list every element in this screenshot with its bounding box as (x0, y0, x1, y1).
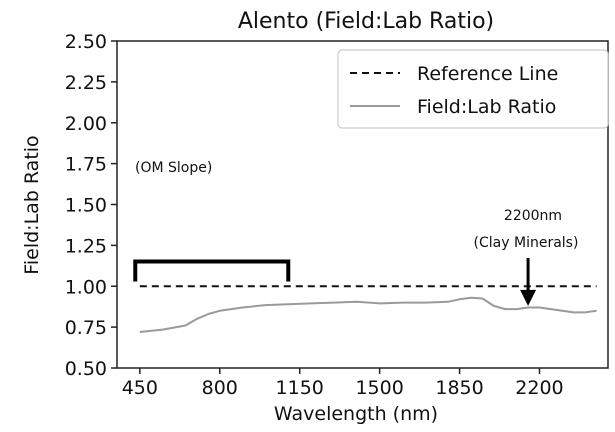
chart-title: Alento (Field:Lab Ratio) (238, 9, 494, 34)
legend: Reference Line Field:Lab Ratio (337, 49, 609, 129)
annotations: (OM Slope) 2200nm (Clay Minerals) (133, 160, 579, 306)
x-axis-label: Wavelength (nm) (274, 403, 438, 425)
y-tick-label: 2.50 (65, 31, 107, 53)
clay-wavelength-label: 2200nm (504, 208, 562, 224)
series-field-lab-ratio (139, 296, 597, 333)
legend-entry-field-lab-ratio: Field:Lab Ratio (417, 96, 556, 118)
y-tick-label: 0.50 (65, 358, 107, 380)
y-tick-label: 1.00 (65, 276, 107, 298)
y-tick-label: 2.00 (65, 113, 107, 135)
y-tick-label: 2.25 (65, 72, 107, 94)
x-tick-label: 450 (122, 377, 158, 399)
y-tick-label: 1.75 (65, 154, 107, 176)
legend-entry-reference-line: Reference Line (417, 63, 558, 85)
x-tick-label: 2200 (515, 377, 563, 399)
y-tick-label: 0.75 (65, 317, 107, 339)
x-tick-label: 1500 (355, 377, 403, 399)
plot-area (139, 285, 597, 333)
clay-minerals-label: (Clay Minerals) (474, 235, 579, 251)
om-slope-bracket (133, 259, 291, 282)
y-tick-label: 1.25 (65, 235, 107, 257)
x-tick-label: 1150 (276, 377, 324, 399)
legend-box (337, 49, 609, 129)
y-axis: 0.50 0.75 1.00 1.25 1.50 1.75 2.00 2.25 2.50 (65, 31, 117, 380)
clay-arrow-head (520, 289, 537, 306)
x-tick-label: 800 (202, 377, 238, 399)
om-slope-label: (OM Slope) (135, 160, 212, 176)
x-tick-label: 1850 (435, 377, 483, 399)
y-axis-label: Field:Lab Ratio (21, 135, 43, 274)
y-tick-label: 1.50 (65, 195, 107, 217)
field-lab-ratio-line (139, 296, 597, 333)
x-axis: 450 800 1150 1500 1850 2200 (122, 368, 564, 399)
